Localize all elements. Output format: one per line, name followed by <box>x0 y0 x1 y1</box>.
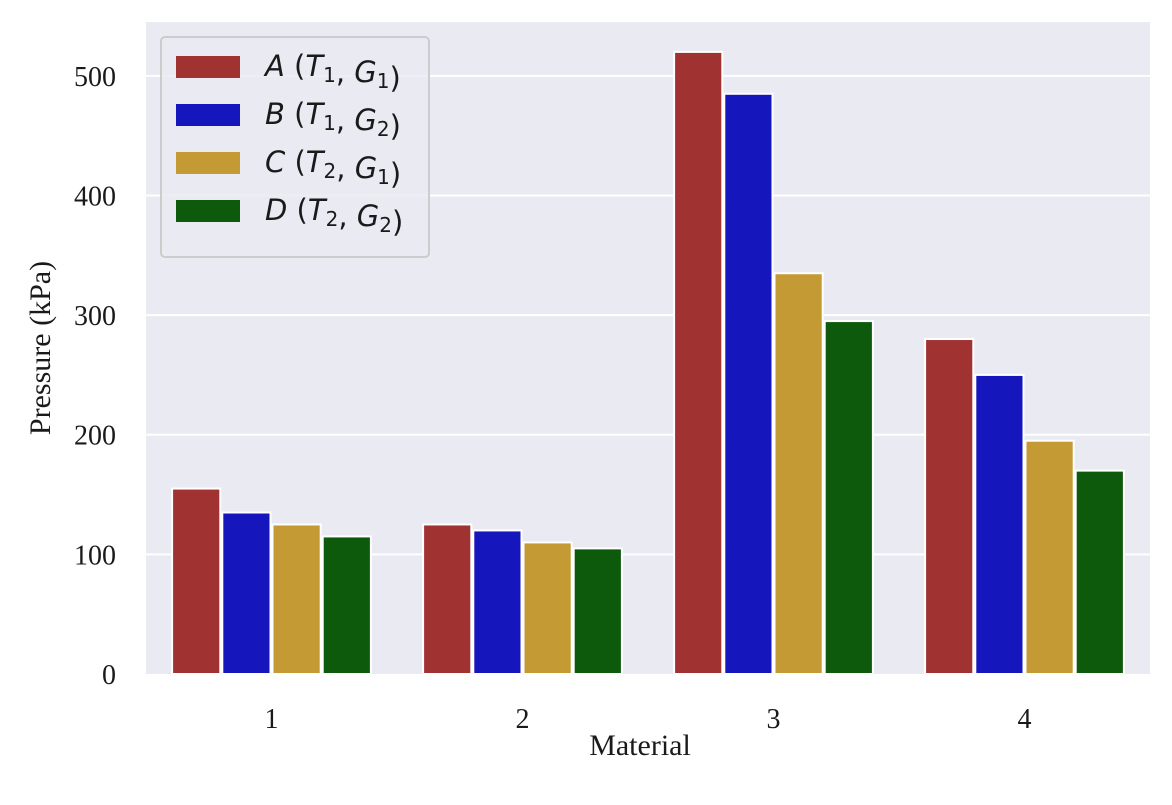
bar-d-material-1 <box>321 535 372 675</box>
bar-b-material-2 <box>472 529 523 675</box>
legend-label-d: D (T2, G2) <box>265 193 403 239</box>
legend-swatch-c <box>176 152 240 174</box>
legend-swatch-d <box>176 200 240 222</box>
bar-c-material-4 <box>1024 439 1075 676</box>
y-tick-label: 0 <box>102 660 116 691</box>
legend-label-c: C (T2, G1) <box>265 145 401 191</box>
y-tick-label: 100 <box>74 540 116 571</box>
legend-swatch-a <box>176 56 240 78</box>
bar-a-material-2 <box>422 523 473 676</box>
bar-b-material-1 <box>221 511 272 676</box>
bar-a-material-3 <box>673 50 724 675</box>
y-tick-label: 200 <box>74 421 116 452</box>
bar-d-material-4 <box>1074 469 1125 675</box>
bar-b-material-3 <box>723 92 774 675</box>
y-tick-label: 500 <box>74 62 116 93</box>
bar-a-material-4 <box>924 338 975 675</box>
legend-label-a: A (T1, G1) <box>263 49 401 95</box>
x-tick-labels: 1 2 3 4 <box>265 704 1032 735</box>
y-axis-label: Pressure (kPa) <box>24 261 57 435</box>
x-axis-label: Material <box>589 729 691 762</box>
x-tick-label: 4 <box>1018 704 1032 735</box>
bar-c-material-3 <box>773 272 824 675</box>
legend-swatch-b <box>176 104 240 126</box>
y-tick-label: 300 <box>74 301 116 332</box>
bar-a-material-1 <box>171 487 222 676</box>
legend-label-b: B (T1, G2) <box>265 97 401 143</box>
x-tick-label: 3 <box>767 704 781 735</box>
bar-c-material-1 <box>271 523 322 676</box>
bar-b-material-4 <box>974 373 1025 675</box>
bar-c-material-2 <box>522 541 573 676</box>
bars <box>171 50 1125 676</box>
x-tick-label: 1 <box>265 704 279 735</box>
y-tick-label: 400 <box>74 181 116 212</box>
legend: A (T1, G1)B (T1, G2)C (T2, G1)D (T2, G2) <box>160 36 430 258</box>
x-tick-label: 2 <box>516 704 530 735</box>
y-tick-labels: 0 100 200 300 400 500 <box>74 62 116 691</box>
bar-d-material-3 <box>823 320 874 675</box>
bar-d-material-2 <box>572 547 623 675</box>
